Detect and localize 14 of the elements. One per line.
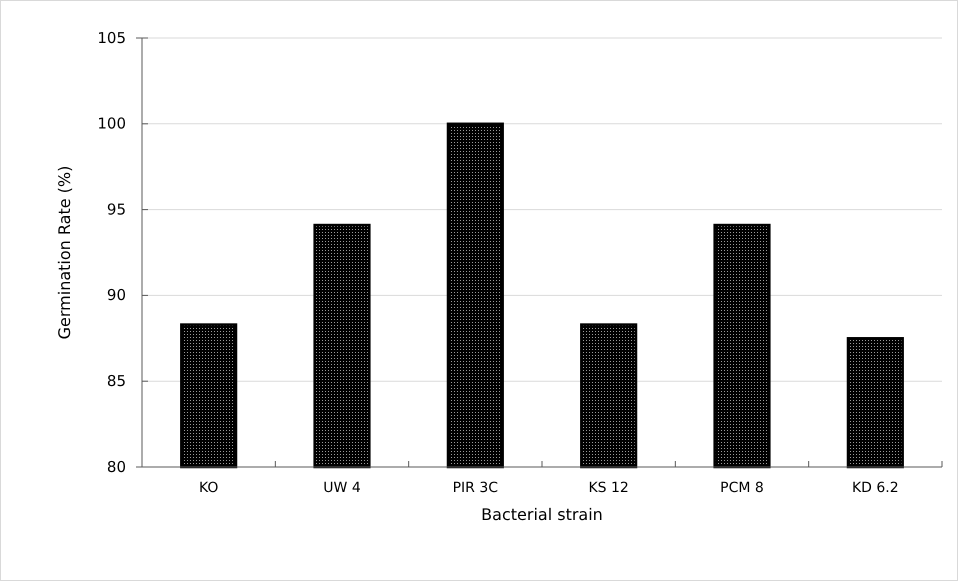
y-tick-label: 100 [97, 114, 126, 133]
y-tick-label: 80 [106, 458, 126, 476]
y-tick-label: 105 [97, 28, 126, 47]
x-tick-label: PCM 8 [720, 480, 764, 496]
x-tick-label: PIR 3C [452, 480, 498, 496]
x-tick-label: UW 4 [323, 480, 361, 496]
x-tick-label: KD 6.2 [852, 480, 899, 496]
y-tick-label: 85 [106, 372, 126, 390]
x-tick-label: KS 12 [588, 480, 629, 496]
y-axis-title: Germination Rate (%) [55, 166, 74, 340]
y-tick-label: 95 [106, 200, 126, 218]
x-axis-title: Bacterial strain [481, 505, 603, 524]
x-tick-label: KO [198, 480, 218, 496]
y-tick-label: 90 [106, 286, 126, 304]
